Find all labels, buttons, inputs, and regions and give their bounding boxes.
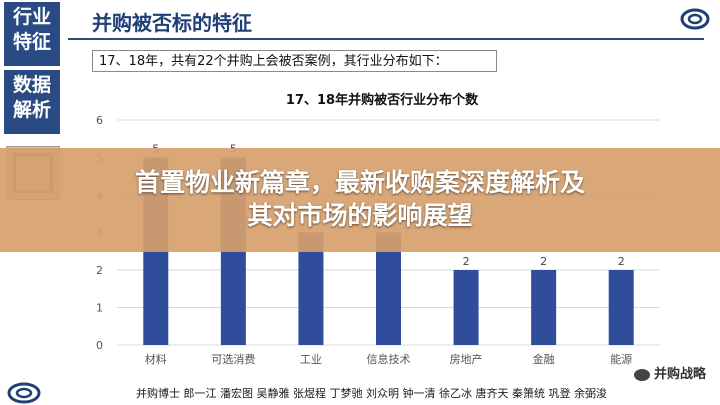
y-tick-label: 0	[96, 339, 103, 352]
sidebar-block2-line2: 解析	[12, 99, 51, 121]
bar-4	[453, 270, 479, 345]
wechat-icon	[633, 368, 650, 381]
x-tick-label-2: 工业	[300, 353, 322, 366]
sidebar-block2-line1: 数据	[12, 74, 51, 96]
x-tick-label-3: 信息技术	[367, 352, 411, 366]
headline-line1: 首置物业新篇章，最新收购案深度解析及	[134, 168, 585, 197]
watermark-text: 并购战略	[653, 367, 706, 382]
page-title: 并购被否标的特征	[92, 11, 252, 35]
intro-note: 17、18年，共有22个并购上会被否案例，其行业分布如下：	[92, 50, 497, 72]
sidebar-block1-line2: 特征	[12, 31, 51, 53]
footer-logo-icon	[7, 382, 41, 404]
headline-overlay: 首置物业新篇章，最新收购案深度解析及 其对市场的影响展望	[0, 148, 720, 252]
data-label-6: 2	[618, 255, 625, 268]
x-tick-label-0: 材料	[145, 352, 167, 366]
sidebar-block-data-analysis: 数据 解析	[4, 70, 60, 134]
y-tick-label: 2	[96, 264, 103, 277]
x-tick-label-1: 可选消费	[211, 352, 255, 366]
chart-title: 17、18年并购被否行业分布个数	[286, 92, 479, 108]
data-label-5: 2	[540, 255, 547, 268]
sidebar-block-industry-features: 行业 特征	[4, 2, 60, 66]
bar-6	[608, 270, 634, 345]
headline-line2: 其对市场的影响展望	[247, 201, 473, 230]
y-tick-label: 6	[96, 114, 103, 127]
sidebar-block1-line1: 行业	[12, 6, 51, 28]
bar-5	[531, 270, 557, 345]
title-divider	[68, 38, 704, 40]
footer: 并购博士 郎一江 潘宏图 吴静雅 张煜程 丁梦驰 刘众明 钟一清 徐乙冰 唐齐天…	[0, 381, 720, 405]
x-axis-labels: 材料 可选消费 工业 信息技术 房地产 金融 能源	[145, 352, 632, 366]
x-tick-label-5: 金融	[533, 352, 555, 366]
brand-logo-icon	[680, 8, 710, 30]
data-label-4: 2	[463, 255, 470, 268]
footer-names: 并购博士 郎一江 潘宏图 吴静雅 张煜程 丁梦驰 刘众明 钟一清 徐乙冰 唐齐天…	[136, 387, 607, 400]
y-tick-label: 1	[96, 302, 103, 315]
x-tick-label-4: 房地产	[450, 352, 483, 366]
x-tick-label-6: 能源	[610, 352, 632, 366]
watermark: 并购战略	[629, 362, 710, 383]
header: 并购被否标的特征	[62, 0, 720, 40]
